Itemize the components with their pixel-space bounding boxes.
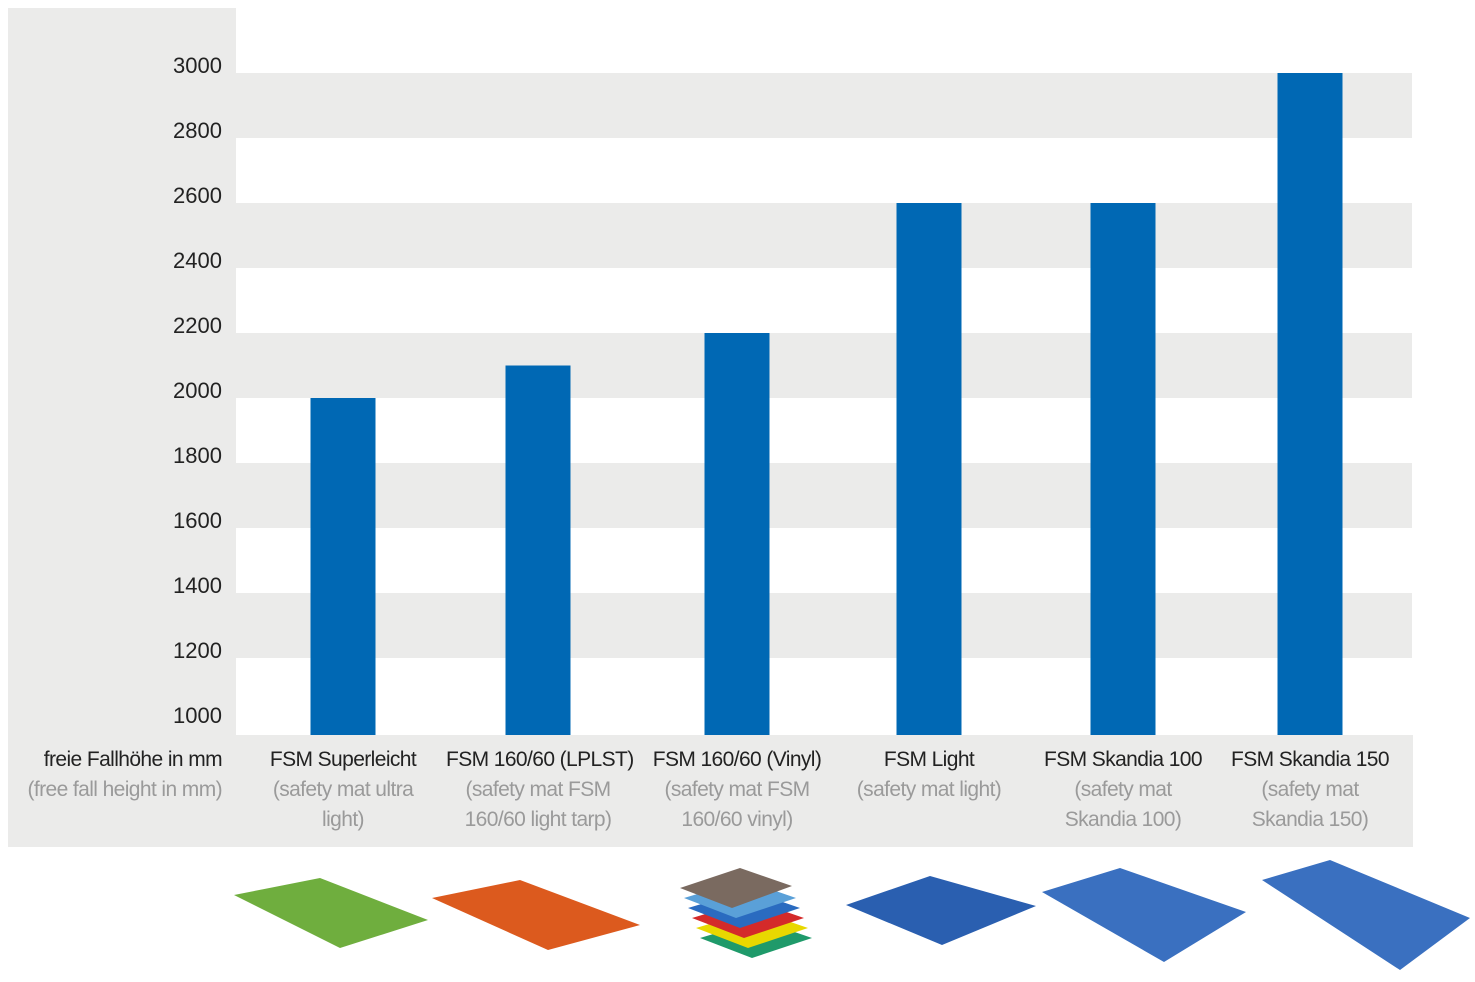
grid-band <box>236 333 1412 398</box>
category-note: (safety mat Skandia 150) <box>1251 778 1369 831</box>
bar <box>505 365 571 735</box>
category-label: FSM 160/60 (LPLST) (safety mat FSM 160/60… <box>446 745 634 835</box>
category-name: FSM Skandia 100 <box>1044 748 1203 771</box>
category-label: FSM Superleicht (safety mat ultra light) <box>251 745 435 835</box>
category-name: FSM Light <box>883 748 975 771</box>
y-tick-label: 2000 <box>173 378 222 403</box>
y-tick-label: 2200 <box>173 313 222 338</box>
category-label: FSM Skandia 150 (safety mat Skandia 150) <box>1218 745 1402 835</box>
category-name: FSM Superleicht <box>269 748 417 771</box>
category-name: FSM 160/60 (Vinyl) <box>652 748 822 771</box>
category-note: (safety mat ultra light) <box>272 778 414 831</box>
bar <box>1277 73 1343 735</box>
y-tick-label: 2800 <box>173 118 222 143</box>
category-label: FSM Light (safety mat light) <box>837 745 1021 805</box>
mat-images <box>234 860 1470 970</box>
category-label: FSM 160/60 (Vinyl) (safety mat FSM 160/60… <box>645 745 829 835</box>
category-name: FSM 160/60 (LPLST) <box>446 748 634 771</box>
category-note: (safety mat FSM 160/60 light tarp) <box>464 778 612 831</box>
grid <box>236 73 1412 658</box>
y-axis-label: freie Fallhöhe in mm <box>43 748 223 771</box>
y-axis-label-note: (free fall height in mm) <box>27 778 222 801</box>
y-tick-label: 2400 <box>173 248 222 273</box>
grid-band <box>236 203 1412 268</box>
bar <box>310 398 376 735</box>
category-note: (safety mat FSM 160/60 vinyl) <box>664 778 810 831</box>
y-tick-label: 2600 <box>173 183 222 208</box>
grid-band <box>236 593 1412 658</box>
label-panel <box>8 735 1413 847</box>
axis-panel <box>8 8 236 735</box>
bar <box>896 203 962 735</box>
y-axis-title: freie Fallhöhe in mm (free fall height i… <box>10 745 222 805</box>
y-tick-label: 1200 <box>173 638 222 663</box>
y-tick-label: 1600 <box>173 508 222 533</box>
bar <box>1090 203 1156 735</box>
category-label: FSM Skandia 100 (safety mat Skandia 100) <box>1031 745 1215 835</box>
y-tick-label: 1400 <box>173 573 222 598</box>
category-note: (safety mat light) <box>856 778 1002 801</box>
y-tick-label: 1800 <box>173 443 222 468</box>
category-name: FSM Skandia 150 <box>1231 748 1390 771</box>
grid-band <box>236 463 1412 528</box>
bar <box>704 333 770 735</box>
y-tick-label: 3000 <box>173 53 222 78</box>
grid-band <box>236 73 1412 138</box>
y-tick-label: 1000 <box>173 703 222 728</box>
category-note: (safety mat Skandia 100) <box>1064 778 1182 831</box>
